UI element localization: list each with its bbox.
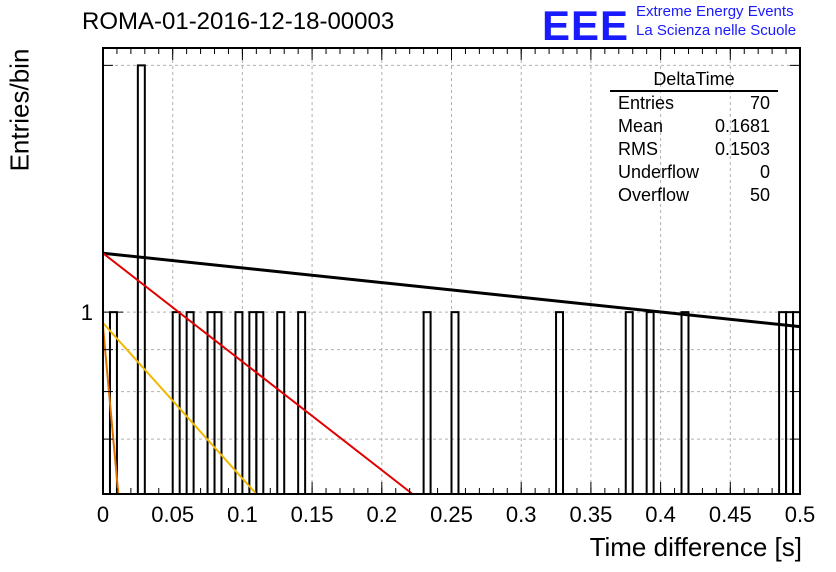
histogram-bin: [248, 311, 258, 495]
histogram-bin: [450, 311, 460, 495]
stats-header: DeltaTime: [610, 68, 778, 92]
stats-row-overflow: Overflow 50: [610, 184, 778, 207]
x-tick-label: 0.3: [506, 502, 537, 527]
tick-labels: 0 0.05 0.1 0.15 0.2 0.25 0.3 0.35 0.4 0.45 0.5 1: [81, 300, 816, 527]
fit-line: [102, 322, 258, 495]
histogram-bin: [785, 311, 795, 495]
stats-label: Mean: [618, 116, 664, 136]
histogram-bin: [555, 311, 565, 495]
histogram-bin: [778, 311, 788, 495]
histogram-bin: [624, 311, 634, 495]
x-axis-label: Time difference [s]: [589, 532, 802, 562]
histogram-bin: [792, 311, 802, 495]
stats-row-rms: RMS 0.1503: [610, 138, 778, 161]
stats-row-mean: Mean 0.1681: [610, 115, 778, 138]
stats-label: Entries: [618, 93, 675, 113]
histogram-bin: [234, 311, 244, 495]
stats-label: Underflow: [618, 162, 700, 182]
histogram-bin: [422, 311, 432, 495]
x-tick-label: 0.2: [367, 502, 398, 527]
stats-box: DeltaTime Entries 70 Mean 0.1681 RMS 0.1…: [610, 68, 778, 207]
x-tick-label: 0.1: [227, 502, 258, 527]
y-tick-label: 1: [81, 300, 93, 325]
stats-value: 50: [749, 185, 770, 205]
x-tick-label: 0.45: [709, 502, 752, 527]
x-tick-label: 0: [97, 502, 109, 527]
x-tick-label: 0.15: [291, 502, 334, 527]
stats-value: 70: [749, 93, 770, 113]
fit-lines: [102, 251, 801, 495]
x-tick-label: 0.5: [785, 502, 816, 527]
stats-value: 0: [759, 162, 770, 182]
x-tick-label: 0.25: [430, 502, 473, 527]
logo-line-2: La Scienza nelle Scuole: [636, 22, 797, 39]
chart-title: ROMA-01-2016-12-18-00003: [82, 8, 395, 35]
stats-label: RMS: [618, 139, 658, 159]
histogram-bin: [297, 311, 307, 495]
histogram-bin: [185, 311, 195, 495]
x-tick-label: 0.35: [569, 502, 612, 527]
histogram-bin: [276, 311, 286, 495]
stats-value: 0.1503: [714, 139, 770, 159]
x-tick-label: 0.05: [151, 502, 194, 527]
histogram-bin: [213, 311, 223, 495]
x-tick-label: 0.4: [645, 502, 676, 527]
fit-line: [102, 252, 414, 495]
stats-label: Overflow: [618, 185, 690, 205]
axis-ticks: [102, 48, 801, 495]
logo-line-1: Extreme Energy Events: [636, 3, 794, 20]
stats-value: 0.1681: [714, 116, 770, 136]
histogram-bin: [645, 311, 655, 495]
eee-logo: EEE: [542, 2, 630, 49]
histogram-bin: [255, 311, 265, 495]
y-axis-label: Entries/bin: [4, 48, 35, 172]
stats-row-entries: Entries 70: [610, 92, 778, 115]
histogram-bin: [680, 311, 690, 495]
fit-line: [102, 251, 801, 329]
fit-line: [102, 326, 120, 495]
stats-row-underflow: Underflow 0: [610, 161, 778, 184]
histogram-bin: [136, 64, 146, 495]
